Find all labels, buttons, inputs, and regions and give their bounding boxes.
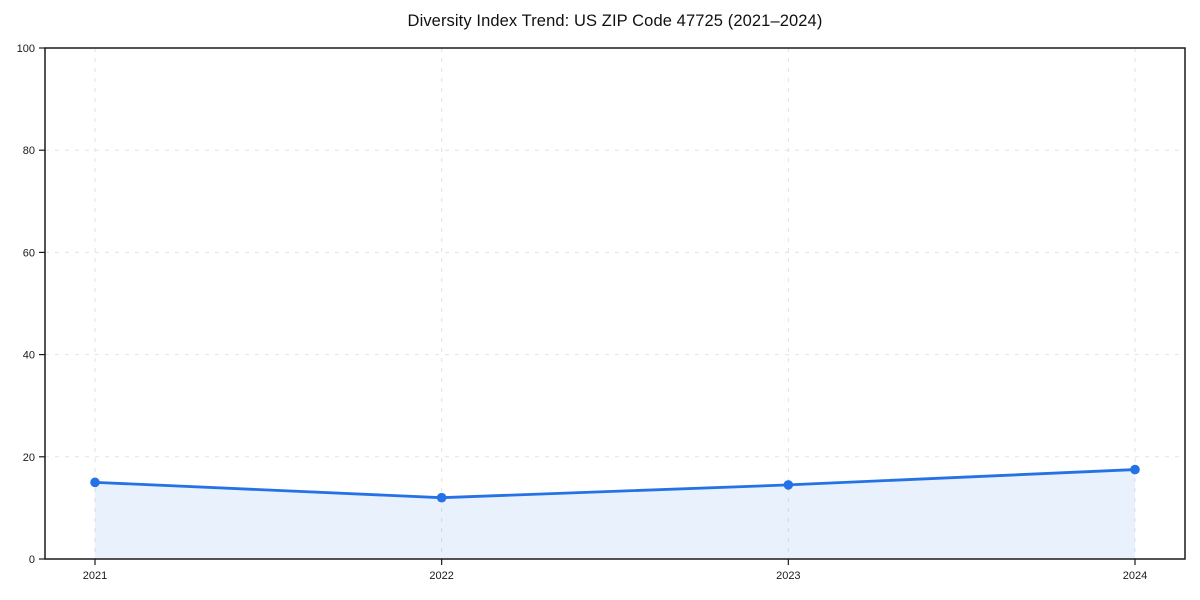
x-tick-label: 2022 (429, 570, 453, 582)
data-point-marker (1130, 464, 1140, 475)
x-tick-label: 2021 (83, 570, 107, 582)
chart-title: Diversity Index Trend: US ZIP Code 47725… (407, 12, 823, 30)
data-point-marker (783, 480, 794, 490)
y-tick-label: 80 (23, 145, 35, 157)
y-tick-label: 20 (23, 452, 35, 464)
data-point-marker (436, 492, 447, 503)
y-tick-label: 60 (23, 247, 35, 259)
y-tick-label: 40 (23, 350, 35, 362)
data-point-marker (90, 477, 100, 488)
area-fill (95, 469, 1135, 559)
x-tick-label: 2024 (1123, 570, 1147, 582)
y-tick-label: 0 (29, 554, 35, 566)
x-tick-label: 2023 (776, 570, 800, 582)
plot-frame (44, 47, 1186, 560)
trend-line (93, 468, 1137, 500)
y-tick-label: 100 (17, 43, 35, 55)
